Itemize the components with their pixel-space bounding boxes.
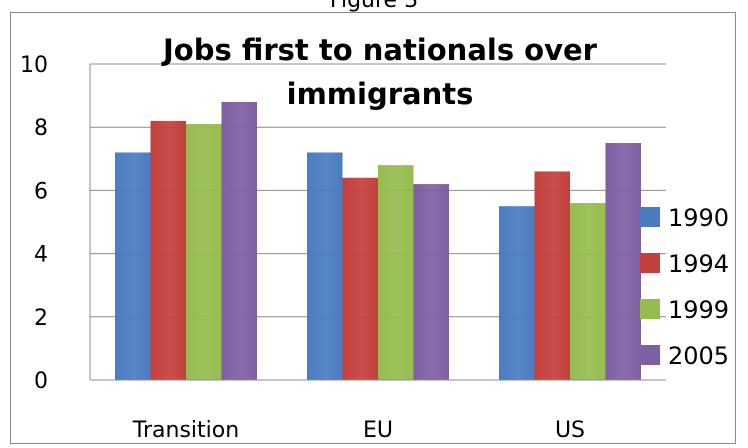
category-label: Transition [132,418,239,443]
axes [89,64,666,381]
category-label: US [555,418,585,443]
y-tick-label: 6 [34,179,48,204]
chart-title-line: immigrants [287,77,474,111]
y-tick-labels: 0 2 4 6 8 10 [20,53,48,394]
legend-label: 1999 [668,296,729,324]
bars [115,101,641,381]
bar-us-2005 [605,143,641,380]
category-labels: Transition EU US [132,418,585,443]
bar-us-1999 [570,203,606,380]
bar-us-1990 [499,206,535,380]
category-label: EU [363,418,393,443]
bar-transition-1999 [186,124,222,380]
bar-us-1994 [534,171,570,380]
bar-transition-2005 [221,101,257,381]
chart-title-line: Jobs first to nationals over [161,33,598,67]
bar-transition-1990 [115,152,151,380]
legend-label: 2005 [668,342,729,370]
y-tick-label: 4 [34,243,48,268]
legend: 1990 1994 1999 2005 [640,204,729,370]
legend-swatch-2005 [640,345,660,365]
legend-swatch-1990 [640,207,660,227]
legend-label: 1994 [668,250,729,278]
legend-swatch-1994 [640,253,660,273]
chart-title: Jobs first to nationals over immigrants [161,33,598,111]
y-tick-label: 2 [34,306,48,331]
legend-swatch-1999 [640,299,660,319]
y-tick-label: 10 [20,53,48,78]
bar-eu-1994 [342,177,378,380]
bar-eu-2005 [413,184,449,380]
bar-eu-1990 [307,152,343,380]
y-tick-label: 0 [34,369,48,394]
bar-transition-1994 [150,120,186,380]
y-tick-label: 8 [34,116,48,141]
legend-label: 1990 [668,204,729,232]
figure-caption: Figure 3 [329,0,419,13]
bar-eu-1999 [378,165,414,380]
